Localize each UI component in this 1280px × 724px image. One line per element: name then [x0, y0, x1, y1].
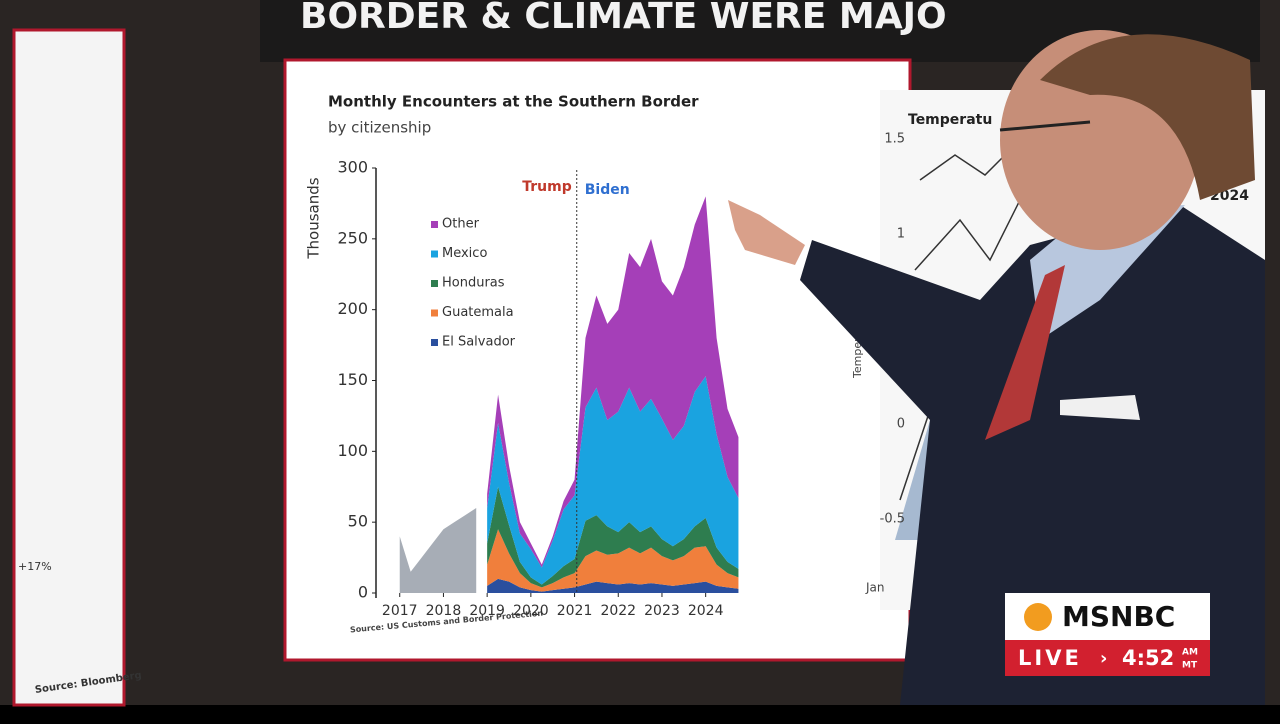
x-tick-label: 2020 [513, 603, 549, 619]
presenter [728, 30, 1265, 705]
headline: BORDER & CLIMATE WERE MAJO [300, 0, 947, 37]
legend-label: Honduras [442, 276, 505, 291]
legend-swatch [431, 309, 438, 317]
live-label: LIVE [1018, 646, 1082, 670]
hair [1040, 34, 1255, 201]
legend-label: Mexico [442, 246, 487, 261]
side-tick-label: 1 [897, 227, 905, 242]
suit [800, 205, 1265, 705]
y-tick-label: 300 [337, 158, 368, 177]
y-tick-label: 200 [337, 299, 368, 318]
zone: MT [1182, 661, 1198, 671]
x-tick-label: 2023 [644, 603, 680, 619]
chart-subtitle: by citizenship [328, 119, 431, 137]
chart: Monthly Encounters at the Southern Borde… [305, 93, 739, 634]
left-panel-label: +17% [18, 560, 52, 573]
y-axis-label: Thousands [305, 177, 323, 259]
aggregate-area [399, 508, 477, 593]
legend-label: Other [442, 217, 480, 232]
x-tick-label: 2022 [600, 603, 636, 619]
y-tick-label: 0 [358, 583, 368, 602]
series-area [487, 578, 739, 593]
side-tick-label: -0.5 [880, 512, 905, 527]
tie [985, 265, 1065, 440]
x-tick-label: 2024 [688, 603, 724, 619]
legend-swatch [431, 221, 438, 228]
legend-label: El Salvador [442, 335, 516, 350]
legend-swatch [431, 250, 438, 258]
pocket-square [1060, 395, 1140, 420]
legend-swatch [431, 339, 438, 346]
glasses [999, 120, 1091, 132]
time: 4:52 [1122, 646, 1174, 670]
side-panel-title: Temperatu [908, 112, 992, 128]
legend-label: Guatemala [442, 305, 514, 320]
x-tick-label: 2019 [469, 603, 505, 619]
chevron: › [1100, 648, 1107, 669]
annotation: Trump [522, 179, 572, 195]
left-panel [12, 28, 126, 707]
peacock-logo [1024, 603, 1052, 631]
x-tick-label: 2021 [557, 603, 593, 619]
legend-swatch [431, 280, 438, 287]
series-area [487, 529, 739, 592]
bug-bottom [1005, 640, 1210, 676]
side-panel-x-label: Jan [865, 581, 885, 595]
series-area [487, 486, 739, 588]
y-tick-label: 50 [348, 512, 368, 531]
series-area [487, 196, 739, 568]
hand [728, 200, 805, 265]
network-name: MSNBC [1062, 600, 1175, 633]
side-tick-label: 1.5 [884, 132, 905, 147]
chart-title: Monthly Encounters at the Southern Borde… [328, 93, 699, 111]
y-tick-label: 100 [337, 441, 368, 460]
annotation: Biden [585, 182, 630, 198]
am: AM [1182, 648, 1198, 658]
network-bug: MSNBC LIVE › 4:52 AM MT [1005, 593, 1210, 676]
x-tick-label: 2017 [382, 603, 418, 619]
x-tick-label: 2018 [426, 603, 462, 619]
y-tick-label: 250 [337, 228, 368, 247]
y-tick-label: 150 [337, 370, 368, 389]
series-area [487, 376, 739, 585]
side-tick-label: 0 [897, 417, 905, 432]
